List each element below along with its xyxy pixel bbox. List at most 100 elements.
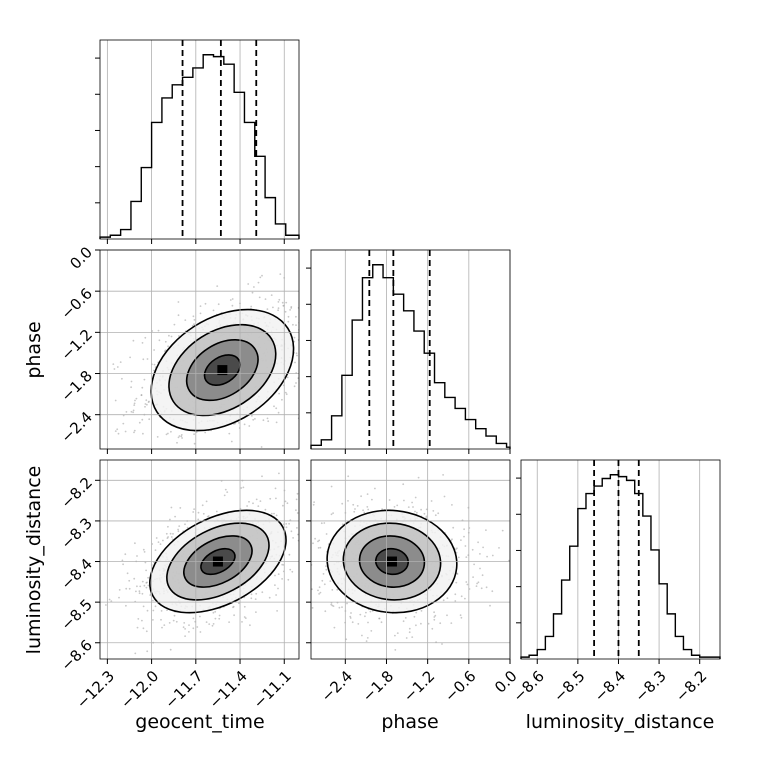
panel-background (100, 40, 299, 239)
sample-point (157, 541, 160, 543)
sample-point (295, 315, 297, 318)
sample-point (125, 411, 128, 413)
sample-point (319, 591, 322, 594)
sample-point (193, 323, 195, 326)
sample-point (199, 312, 202, 315)
panel-background (311, 250, 510, 449)
sample-point (454, 548, 457, 551)
sample-point (192, 617, 195, 620)
sample-point (297, 533, 299, 536)
sample-point (141, 580, 144, 583)
sample-point (186, 526, 189, 529)
sample-point (407, 506, 410, 508)
sample-point (252, 418, 255, 421)
sample-point (301, 582, 303, 584)
sample-point (287, 320, 290, 323)
sample-point (246, 505, 249, 507)
sample-point (212, 623, 215, 625)
sample-point (295, 382, 297, 384)
histogram-panel-phase (306, 249, 511, 454)
grid-lines (100, 460, 299, 659)
sample-point (314, 537, 316, 540)
sample-point (313, 501, 315, 503)
sample-point (347, 500, 349, 502)
sample-point (132, 339, 135, 342)
x-tick-label: −0.6 (441, 667, 479, 705)
sample-point (325, 533, 328, 535)
sample-point (288, 522, 290, 525)
sample-point (451, 538, 453, 541)
sample-point (146, 403, 148, 406)
sample-point (330, 513, 333, 516)
y-tick-label: −8.4 (58, 555, 96, 593)
sample-point (159, 543, 162, 545)
x-tick-label: −8.6 (510, 667, 548, 705)
sample-point (275, 497, 277, 500)
joint-panel-phase-luminosity_distance: −2.4 −1.8 −1.2 −0.6 0.0 (301, 459, 521, 706)
sample-point (199, 305, 202, 307)
x-tick-label: −1.8 (359, 667, 397, 705)
sample-point (441, 643, 443, 645)
sample-point (218, 617, 221, 620)
sample-point (177, 436, 180, 439)
sample-point (292, 323, 294, 326)
sample-point (304, 321, 306, 323)
sample-point (204, 431, 207, 434)
sample-point (217, 303, 220, 306)
sample-point (394, 634, 396, 637)
sample-point (277, 411, 280, 414)
x-tick-label: −11.4 (206, 667, 251, 712)
sample-point (277, 573, 280, 575)
sample-point (380, 621, 383, 624)
sample-point (284, 310, 287, 313)
sample-point (408, 627, 411, 630)
sample-point (367, 508, 370, 511)
sample-point (275, 514, 278, 517)
sample-point (359, 613, 362, 616)
sample-point (272, 306, 274, 309)
joint-body (112, 273, 307, 452)
sample-point (143, 378, 146, 381)
sample-point (305, 365, 307, 367)
sample-point (284, 500, 287, 503)
sample-point (365, 640, 368, 642)
sample-point (87, 660, 89, 662)
sample-point (139, 585, 142, 588)
sample-point (178, 525, 181, 527)
sample-point (143, 551, 146, 553)
sample-point (240, 487, 243, 489)
sample-point (319, 546, 322, 549)
sample-point (336, 588, 339, 591)
sample-point (215, 510, 218, 513)
sample-point (242, 486, 245, 489)
sample-point (466, 583, 469, 586)
sample-point (281, 578, 283, 580)
sample-point (274, 584, 276, 586)
sample-point (165, 433, 168, 436)
sample-point (288, 553, 291, 556)
sample-point (460, 539, 462, 541)
sample-point (290, 307, 293, 309)
sample-point (153, 450, 155, 452)
sample-point (129, 356, 132, 359)
sample-point (164, 340, 167, 343)
sample-point (432, 510, 435, 512)
sample-point (306, 584, 308, 586)
sample-point (211, 624, 214, 627)
sample-point (264, 508, 267, 511)
sample-point (152, 609, 155, 612)
sample-point (122, 422, 125, 425)
sample-point (118, 589, 121, 591)
sample-point (167, 345, 170, 348)
sample-point (451, 504, 453, 506)
sample-point (304, 553, 306, 555)
x-axis-label-geocent_time: geocent_time (135, 711, 264, 733)
sample-point (296, 527, 298, 529)
sample-point (105, 604, 107, 606)
sample-point (201, 504, 204, 507)
sample-point (126, 572, 129, 575)
sample-point (258, 296, 261, 299)
sample-point (229, 299, 232, 301)
sample-point (411, 636, 414, 638)
y-tick-label: −8.3 (58, 514, 96, 552)
